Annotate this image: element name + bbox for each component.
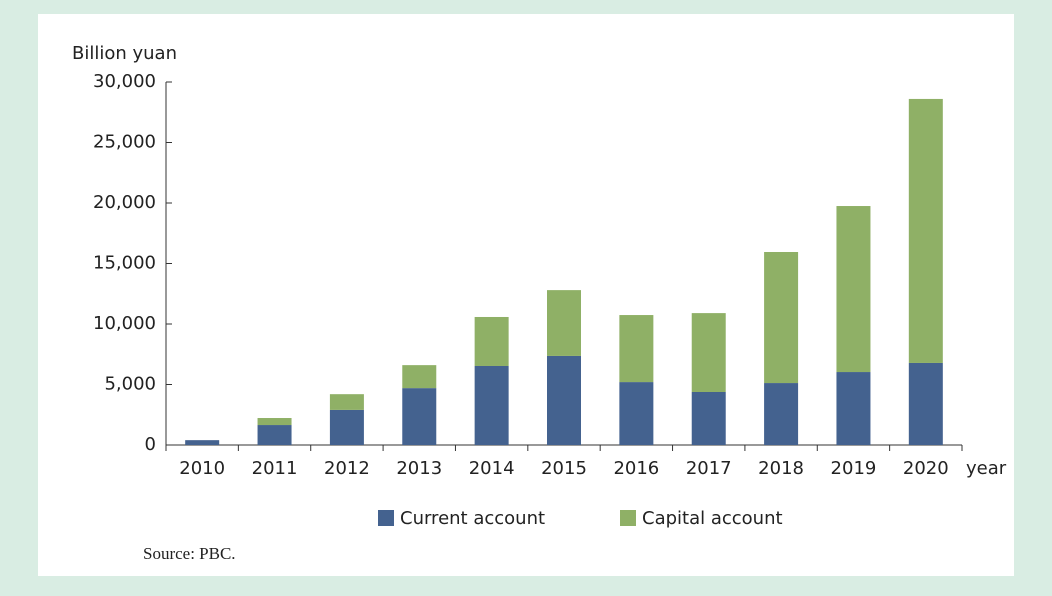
bar bbox=[619, 315, 654, 383]
bar bbox=[547, 355, 581, 445]
x-axis-label: year bbox=[966, 458, 1007, 479]
y-tick-label: 10,000 bbox=[93, 313, 156, 334]
bar bbox=[908, 362, 943, 445]
y-tick-label: 30,000 bbox=[93, 71, 156, 92]
legend-label: Capital account bbox=[642, 508, 783, 529]
y-tick-label: 20,000 bbox=[93, 192, 156, 213]
legend-swatch bbox=[378, 510, 394, 526]
bar bbox=[329, 394, 364, 410]
bar bbox=[474, 316, 509, 366]
x-tick-label: 2020 bbox=[903, 458, 949, 479]
bar bbox=[836, 372, 871, 445]
bar bbox=[329, 409, 364, 445]
bar bbox=[619, 382, 654, 445]
bar bbox=[691, 313, 726, 393]
x-tick-label: 2013 bbox=[396, 458, 442, 479]
x-tick-label: 2011 bbox=[252, 458, 298, 479]
y-axis-label: Billion yuan bbox=[72, 43, 177, 64]
x-tick-label: 2010 bbox=[179, 458, 225, 479]
bar bbox=[257, 418, 292, 426]
bar bbox=[836, 206, 871, 373]
x-tick-label: 2017 bbox=[686, 458, 732, 479]
x-tick-label: 2019 bbox=[831, 458, 877, 479]
y-tick-label: 5,000 bbox=[104, 374, 156, 395]
x-tick-label: 2018 bbox=[758, 458, 804, 479]
legend-swatch bbox=[620, 510, 636, 526]
x-tick-label: 2015 bbox=[541, 458, 587, 479]
bar bbox=[474, 365, 509, 445]
y-tick-label: 0 bbox=[145, 434, 156, 455]
bar bbox=[402, 365, 437, 389]
y-tick-label: 25,000 bbox=[93, 132, 156, 153]
x-tick-label: 2014 bbox=[469, 458, 515, 479]
bar bbox=[402, 388, 437, 445]
bar bbox=[908, 98, 943, 363]
bar bbox=[257, 425, 292, 445]
x-tick-label: 2012 bbox=[324, 458, 370, 479]
bar bbox=[691, 392, 726, 445]
bar bbox=[185, 440, 220, 445]
y-tick-label: 15,000 bbox=[93, 253, 156, 274]
bar bbox=[547, 290, 581, 356]
bar bbox=[764, 252, 799, 384]
x-tick-label: 2016 bbox=[613, 458, 659, 479]
legend-label: Current account bbox=[400, 508, 545, 529]
source: Source: PBC. bbox=[143, 544, 236, 563]
bar bbox=[764, 383, 799, 445]
